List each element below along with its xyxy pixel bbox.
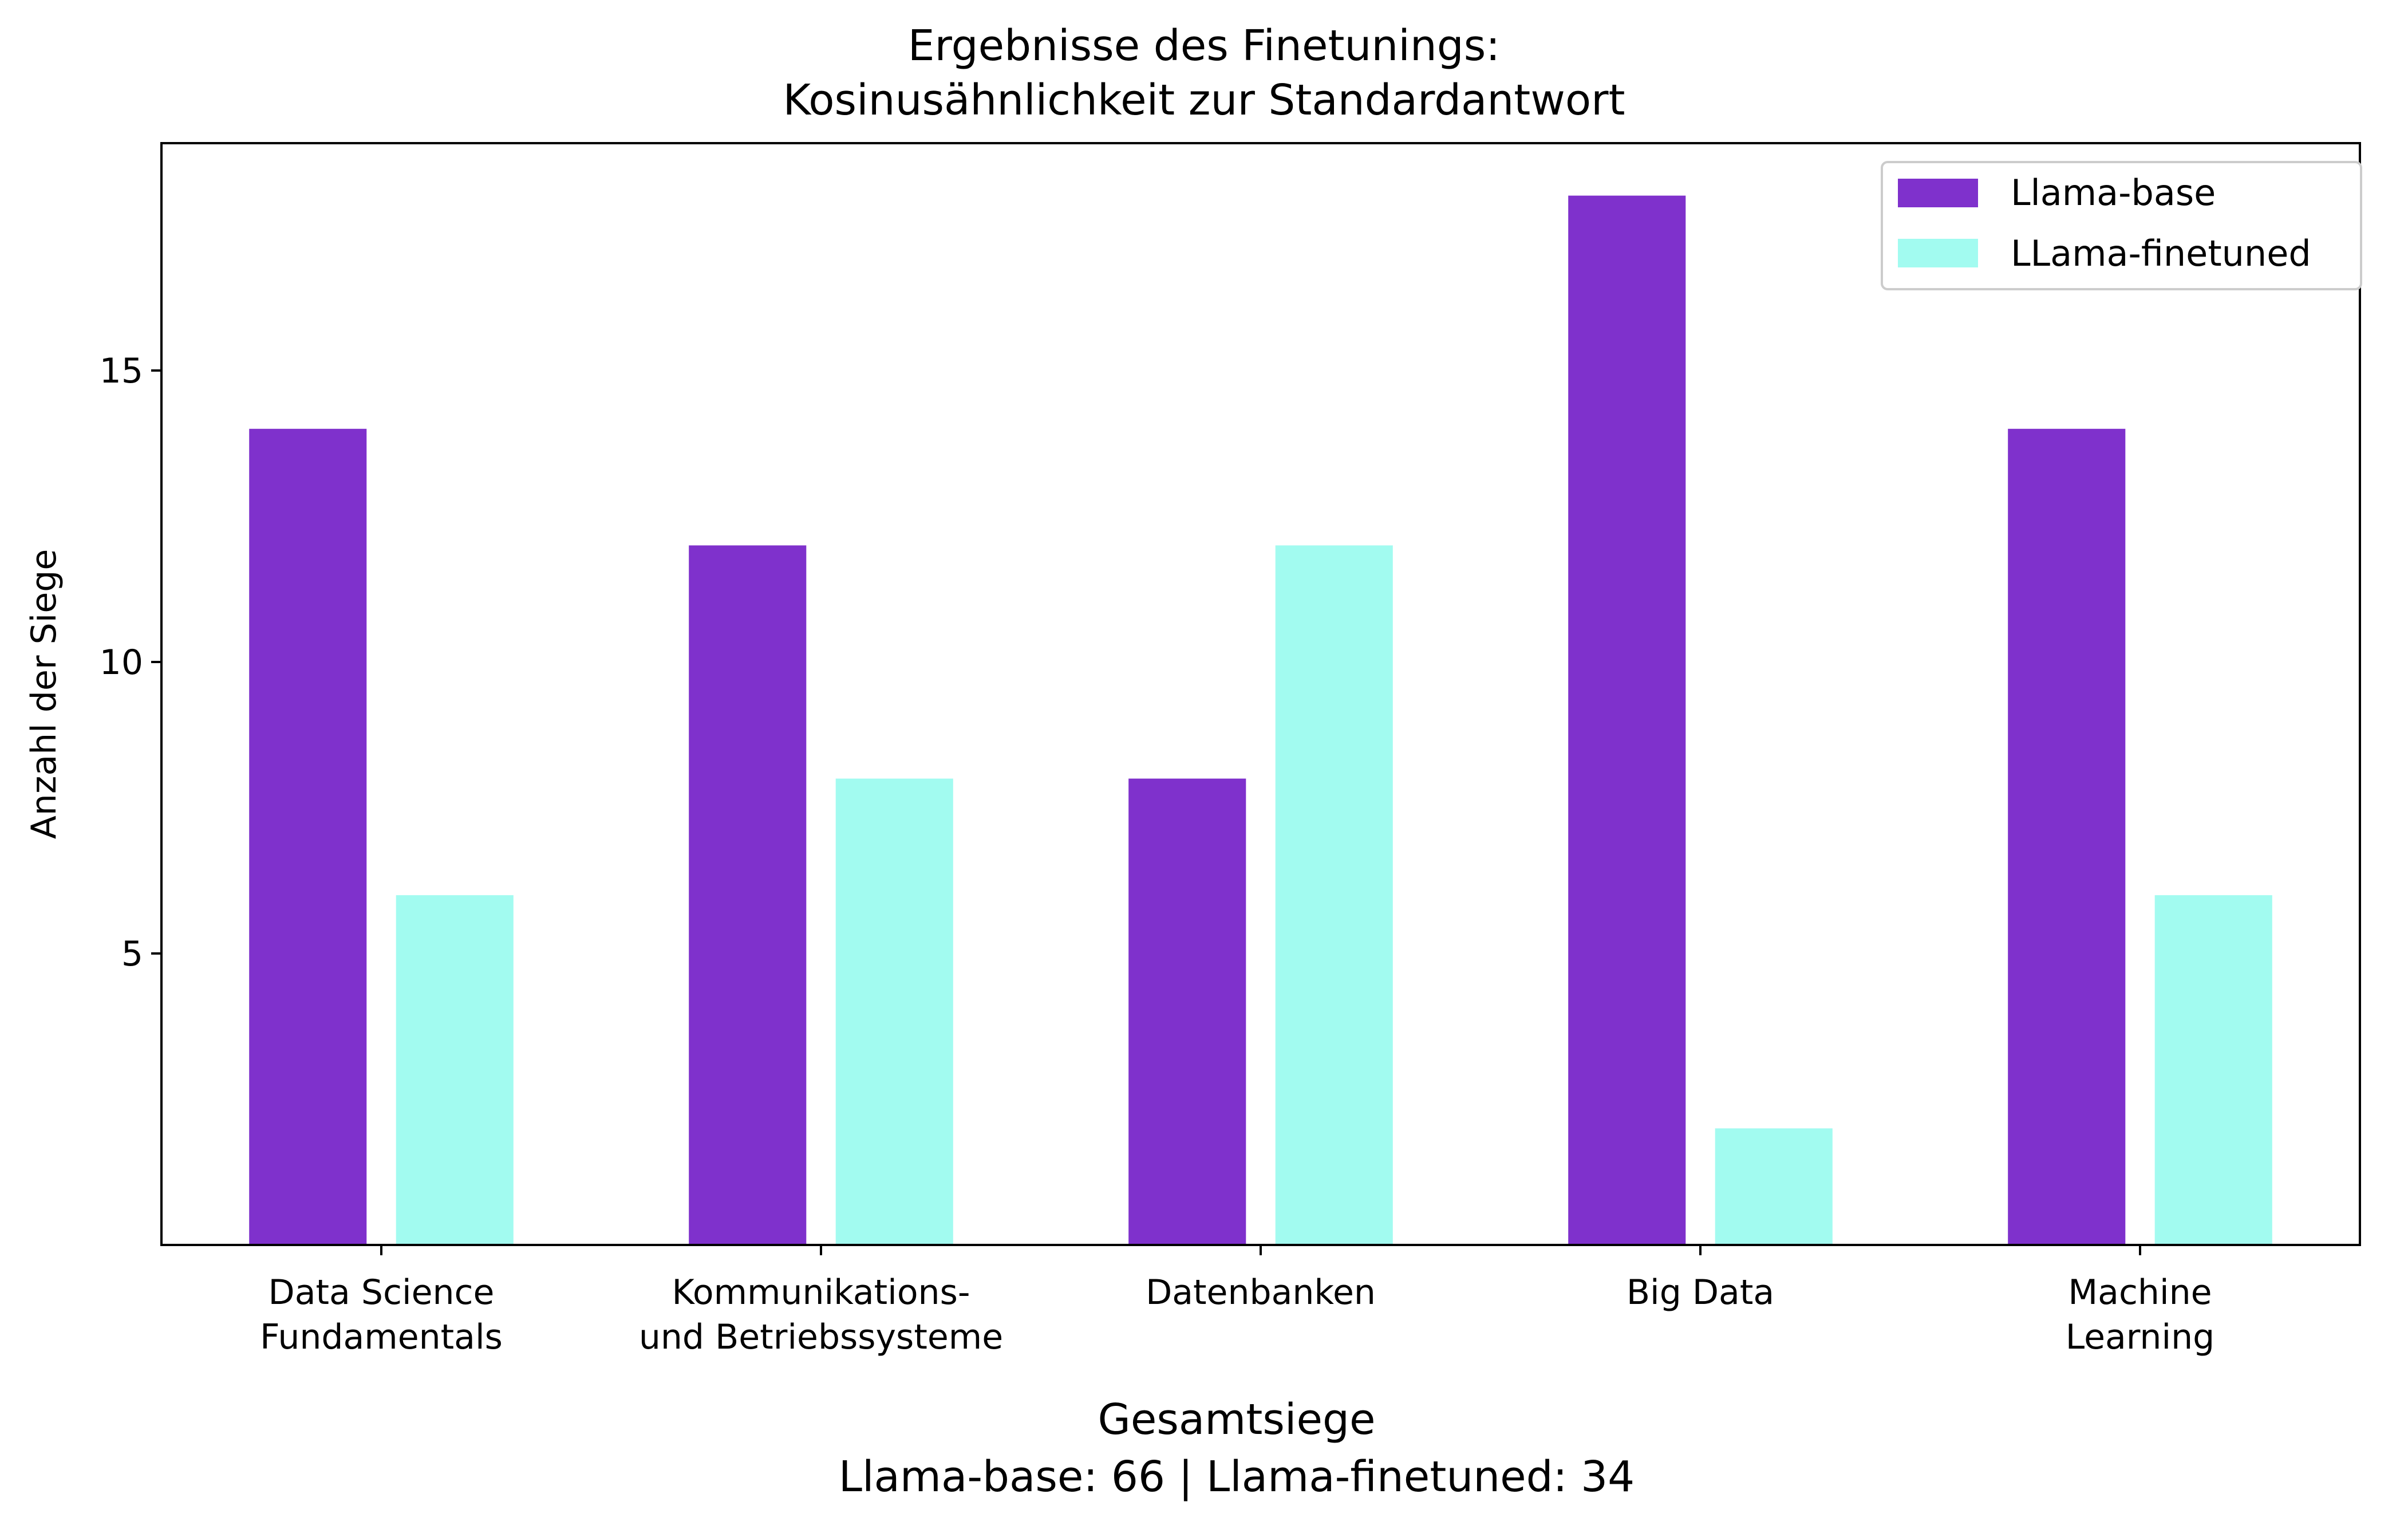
x-tick-label-data-science-fundamentals: Data Science Fundamentals	[260, 1272, 503, 1357]
x-tick-label-kommunikations-und-betriebssysteme: Kommunikations-und Betriebssysteme	[639, 1272, 1003, 1357]
legend: Llama-base LLama-finetuned	[1881, 161, 2362, 290]
legend-label-llama-base: Llama-base	[2011, 172, 2216, 214]
totals-values: Llama-base: 66 | Llama-finetuned: 34	[839, 1452, 1635, 1502]
x-tick-label-big-data: Big Data	[1627, 1272, 1774, 1313]
bar-llama-finetuned-big-data	[1715, 1128, 1833, 1245]
legend-frame	[1881, 161, 2362, 290]
legend-swatch-llama-finetuned	[1898, 239, 1978, 267]
y-axis-label: Anzahl der Siege	[24, 549, 64, 840]
legend-label-llama-finetuned: LLama-finetuned	[2011, 232, 2311, 274]
chart-title: Ergebnisse des Finetunings: Kosinusähnli…	[783, 21, 1625, 125]
y-tick-label: 10	[100, 643, 143, 683]
chart-title-line-2: Kosinusähnlichkeit zur Standardantwort	[783, 76, 1625, 125]
bar-llama-finetuned-machine-learning	[2154, 895, 2272, 1245]
bar-llama-base-machine-learning	[2008, 428, 2126, 1245]
x-tick-label-machine-learning: Machine Learning	[2066, 1272, 2214, 1357]
bar-llama-base-kommunikations-und-betriebssysteme	[689, 545, 807, 1245]
plot-area-frame	[160, 142, 2361, 1246]
chart-title-line-1: Ergebnisse des Finetunings:	[908, 21, 1500, 70]
bar-llama-finetuned-kommunikations-und-betriebssysteme	[835, 778, 953, 1245]
y-axis: 5 10 15	[100, 351, 161, 974]
bar-llama-base-big-data	[1568, 195, 1686, 1246]
bar-llama-finetuned-data-science-fundamentals	[396, 895, 514, 1245]
totals-footer: Gesamtsiege Llama-base: 66 | Llama-finet…	[839, 1395, 1635, 1502]
bars-group	[249, 195, 2272, 1246]
bar-llama-base-data-science-fundamentals	[249, 428, 367, 1245]
totals-heading: Gesamtsiege	[1098, 1395, 1375, 1444]
x-tick-label-datenbanken: Datenbanken	[1146, 1272, 1376, 1313]
x-axis: Data Science Fundamentals Kommunikations-u…	[260, 1245, 2214, 1357]
legend-swatch-llama-base	[1898, 179, 1978, 207]
y-tick-label: 15	[100, 351, 143, 391]
bar-llama-finetuned-datenbanken	[1275, 545, 1393, 1245]
y-tick-label: 5	[121, 934, 143, 974]
bar-llama-base-datenbanken	[1128, 778, 1246, 1245]
